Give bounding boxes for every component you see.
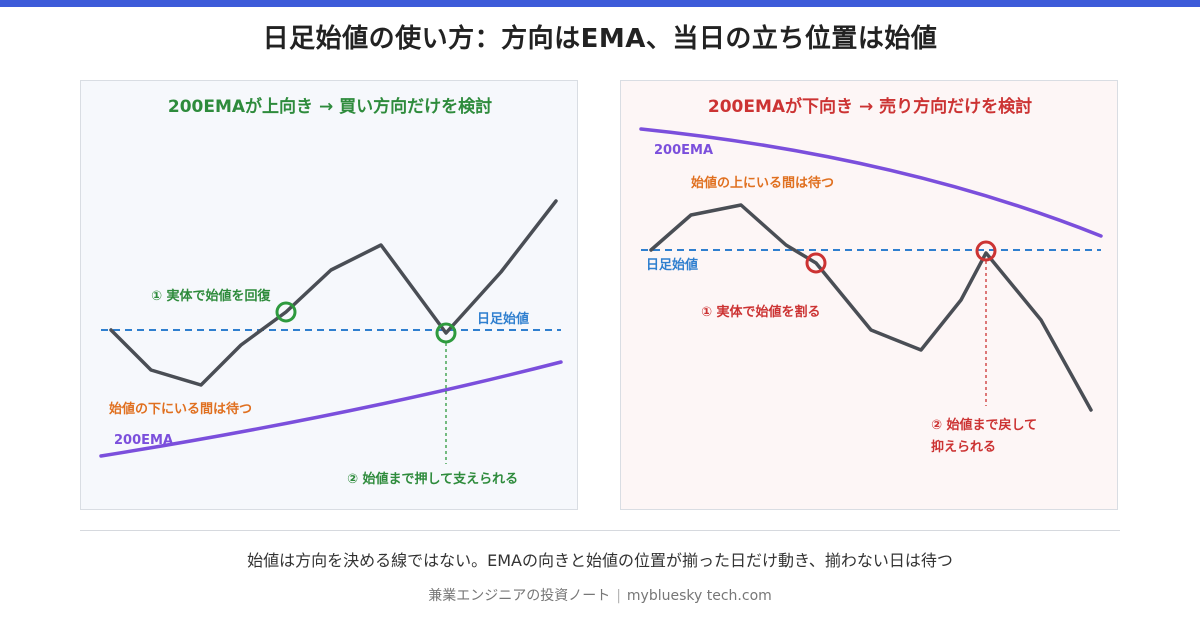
- uptrend-heading: 200EMAが上向き → 買い方向だけを検討: [168, 96, 492, 117]
- footer-brand: 兼業エンジニアの投資ノート: [428, 588, 611, 604]
- page-title: 日足始値の使い方：方向はEMA、当日の立ち位置は始値: [262, 24, 938, 54]
- uptrend-step1-label: ① 実体で始値を回復: [151, 288, 272, 304]
- uptrend-step2-label: ② 始値まで押して支えられる: [347, 471, 518, 487]
- downtrend-price-path: [649, 203, 1093, 412]
- downtrend-panel: 200EMAが下向き → 売り方向だけを検討 200EMA 始値の上にいる間は待…: [620, 80, 1118, 510]
- section-divider: [80, 530, 1120, 531]
- downtrend-ema-label: 200EMA: [654, 143, 713, 158]
- downtrend-step1-marker: [805, 252, 827, 274]
- uptrend-ema-curve: [99, 360, 563, 458]
- downtrend-heading: 200EMAが下向き → 売り方向だけを検討: [708, 96, 1032, 117]
- downtrend-wait-note: 始値の上にいる間は待つ: [691, 175, 834, 191]
- top-accent-bar: [0, 0, 1200, 7]
- downtrend-ema-curve: [639, 127, 1103, 238]
- downtrend-step2-label-line1: ② 始値まで戻して: [931, 417, 1037, 433]
- footer-site-link[interactable]: mybluesky tech.com: [626, 588, 772, 604]
- uptrend-wait-note: 始値の下にいる間は待つ: [109, 401, 252, 417]
- downtrend-open-line-label: 日足始値: [646, 257, 698, 273]
- uptrend-step2-marker: [435, 322, 457, 344]
- summary-text: 始値は方向を決める線ではない。EMAの向きと始値の位置が揃った日だけ動き、揃わな…: [247, 551, 953, 570]
- uptrend-open-line-label: 日足始値: [477, 311, 529, 327]
- downtrend-diagram: 200EMAが下向き → 売り方向だけを検討 200EMA 始値の上にいる間は待…: [639, 96, 1103, 455]
- footer: 兼業エンジニアの投資ノート | mybluesky tech.com: [0, 585, 1200, 605]
- uptrend-price-path: [109, 199, 558, 387]
- downtrend-step1-label: ① 実体で始値を割る: [701, 304, 821, 320]
- downtrend-step2-label-line2: 抑えられる: [931, 439, 996, 455]
- uptrend-step1-marker: [275, 301, 297, 323]
- uptrend-ema-label: 200EMA: [114, 433, 173, 448]
- footer-separator: |: [616, 588, 621, 604]
- downtrend-step2-marker: [975, 240, 997, 262]
- uptrend-panel: 200EMAが上向き → 買い方向だけを検討 日足始値 200EMA 始値の下に…: [80, 80, 578, 510]
- uptrend-diagram: 200EMAが上向き → 買い方向だけを検討 日足始値 200EMA 始値の下に…: [99, 96, 563, 487]
